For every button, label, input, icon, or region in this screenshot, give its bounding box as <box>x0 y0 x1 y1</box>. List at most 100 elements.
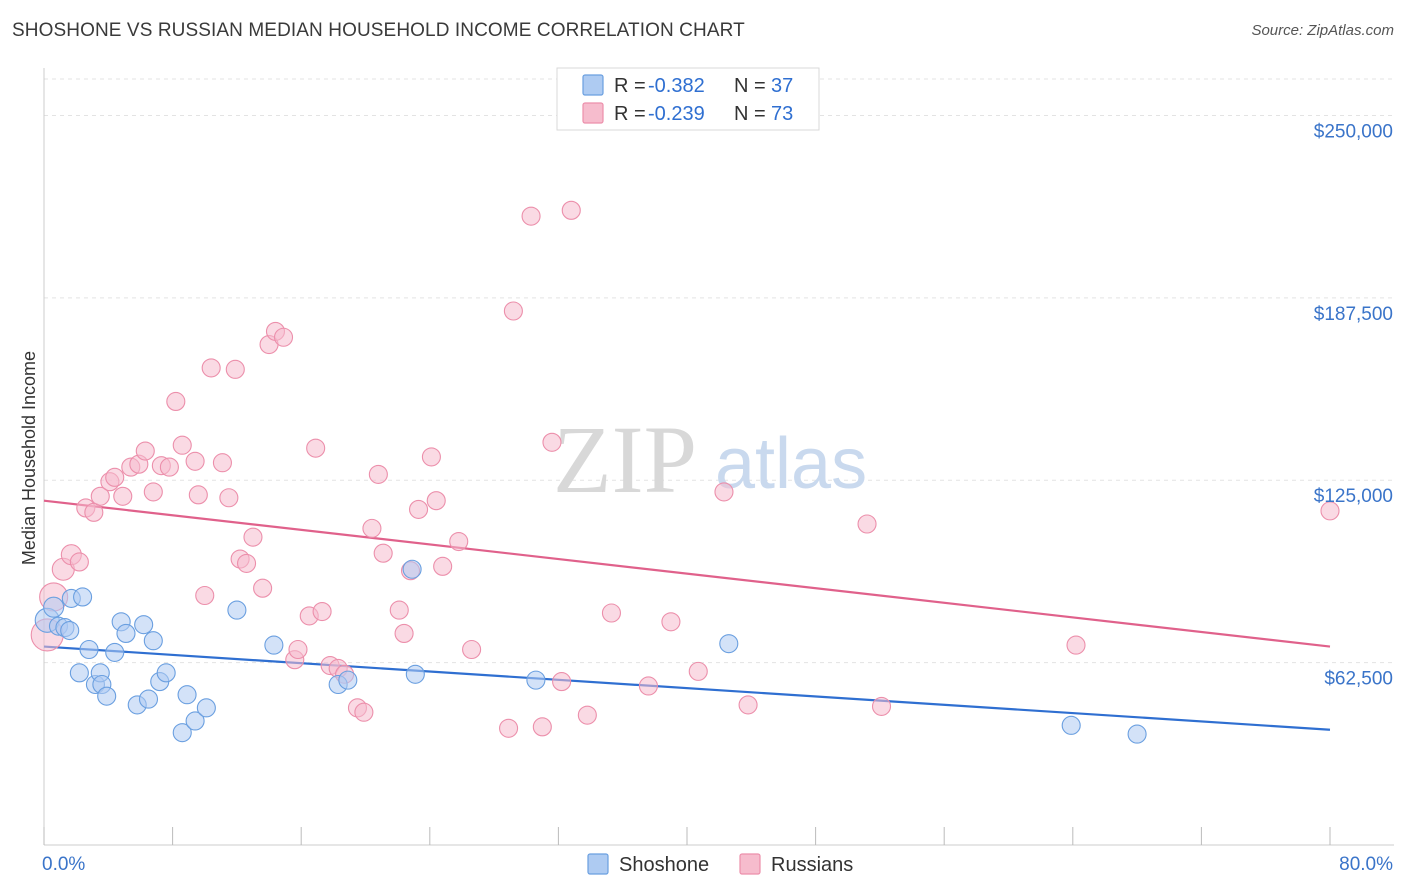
grid-lines <box>44 78 1394 664</box>
data-point-russians <box>306 438 326 458</box>
trend-line-russians <box>43 499 1331 648</box>
data-point-shoshone <box>526 670 546 690</box>
data-point-shoshone <box>196 698 216 718</box>
y-tick-label: $187,500 <box>1314 304 1393 325</box>
chart-source: Source: ZipAtlas.com <box>1251 22 1394 39</box>
watermark-atlas: atlas <box>715 424 867 504</box>
data-point-shoshone <box>69 663 89 683</box>
data-point-russians <box>426 491 446 511</box>
x-tick-labels: 0.0% 80.0% <box>42 854 1393 875</box>
data-point-russians <box>243 527 263 547</box>
data-point-russians <box>638 676 658 696</box>
legend-r-label-russians: R = <box>614 103 646 125</box>
data-point-shoshone <box>73 587 93 607</box>
data-point-russians <box>521 206 541 226</box>
data-point-shoshone <box>143 631 163 651</box>
bottom-legend-swatch-shoshone <box>587 853 609 875</box>
data-point-russians <box>90 486 110 506</box>
data-point-russians <box>389 600 409 620</box>
y-tick-label: $250,000 <box>1314 121 1393 142</box>
legend-n-label-shoshone: N = <box>734 75 766 97</box>
y-tick-labels: $62,500 $125,000 $187,500 $250,000 <box>1314 121 1393 689</box>
chart-title: SHOSHONE VS RUSSIAN MEDIAN HOUSEHOLD INC… <box>12 20 745 41</box>
data-point-russians <box>661 612 681 632</box>
legend-n-label-russians: N = <box>734 103 766 125</box>
data-point-russians <box>857 514 877 534</box>
data-point-russians <box>69 552 89 572</box>
x-tick-label-max: 80.0% <box>1339 854 1393 875</box>
data-point-russians <box>143 482 163 502</box>
data-point-shoshone <box>405 664 425 684</box>
data-point-russians <box>288 639 308 660</box>
watermark-zip: ZIP <box>553 406 697 513</box>
data-point-russians <box>449 531 469 552</box>
data-point-russians <box>421 447 441 467</box>
data-point-russians <box>368 464 388 484</box>
data-point-russians <box>552 672 572 692</box>
data-point-russians <box>84 502 104 522</box>
data-point-shoshone <box>719 634 739 654</box>
bottom-legend-russians: Russians <box>771 854 853 876</box>
data-point-shoshone <box>185 711 205 731</box>
data-point-shoshone <box>60 620 80 641</box>
data-point-russians <box>373 543 393 563</box>
data-point-russians <box>714 482 734 502</box>
data-point-russians <box>312 602 332 622</box>
data-point-russians <box>499 718 519 738</box>
data-point-russians <box>503 301 523 321</box>
x-tick-label-min: 0.0% <box>42 854 85 875</box>
data-point-russians <box>462 639 482 660</box>
y-axis-label: Median Household Income <box>19 351 39 565</box>
bottom-legend-swatch-russians <box>739 853 761 875</box>
data-point-russians <box>273 327 294 347</box>
data-point-russians <box>236 553 257 573</box>
data-point-russians <box>105 467 125 487</box>
data-point-russians <box>135 441 155 461</box>
bottom-legend: Shoshone Russians <box>587 853 853 876</box>
data-point-shoshone <box>264 635 284 655</box>
data-point-shoshone <box>79 639 99 660</box>
legend-r-label-shoshone: R = <box>614 75 646 97</box>
data-point-shoshone <box>338 670 358 690</box>
data-point-russians <box>201 358 221 378</box>
trend-lines <box>43 499 1331 731</box>
data-point-shoshone <box>402 559 422 579</box>
data-point-russians <box>362 518 382 538</box>
data-point-russians <box>354 702 374 722</box>
y-tick-label: $125,000 <box>1314 486 1393 507</box>
data-point-russians <box>577 705 597 725</box>
data-point-russians <box>253 578 273 598</box>
legend-n-value-russians: 73 <box>771 103 793 125</box>
data-point-russians <box>219 488 239 508</box>
data-point-shoshone <box>138 689 159 709</box>
bottom-legend-shoshone: Shoshone <box>619 854 709 876</box>
data-point-russians <box>225 359 245 379</box>
data-point-russians <box>871 696 892 716</box>
data-point-russians <box>408 499 429 519</box>
data-point-russians <box>532 717 552 737</box>
y-tick-label: $62,500 <box>1324 669 1393 690</box>
data-point-shoshone <box>1061 715 1081 735</box>
data-point-russians <box>159 457 179 477</box>
data-point-russians <box>1320 501 1340 521</box>
data-point-russians <box>688 661 708 681</box>
data-point-shoshone <box>172 723 192 743</box>
data-point-russians <box>212 453 232 473</box>
legend-r-value-russians: -0.239 <box>648 103 705 125</box>
data-point-russians <box>188 485 208 505</box>
top-legend: R = -0.382 N = 37 R = -0.239 N = 73 <box>556 67 820 131</box>
data-point-russians <box>601 603 621 623</box>
legend-r-value-shoshone: -0.382 <box>648 75 705 97</box>
data-point-russians <box>561 200 581 220</box>
data-point-shoshone <box>134 615 154 635</box>
legend-n-value-shoshone: 37 <box>771 75 793 97</box>
trend-line-shoshone <box>43 645 1331 731</box>
data-point-shoshone <box>43 596 65 618</box>
watermark: ZIP atlas <box>553 406 867 513</box>
data-point-shoshone <box>156 663 176 683</box>
data-point-shoshone <box>105 642 125 662</box>
data-point-shoshone <box>177 685 197 705</box>
data-point-russians <box>1066 635 1086 655</box>
data-point-russians <box>113 486 133 506</box>
